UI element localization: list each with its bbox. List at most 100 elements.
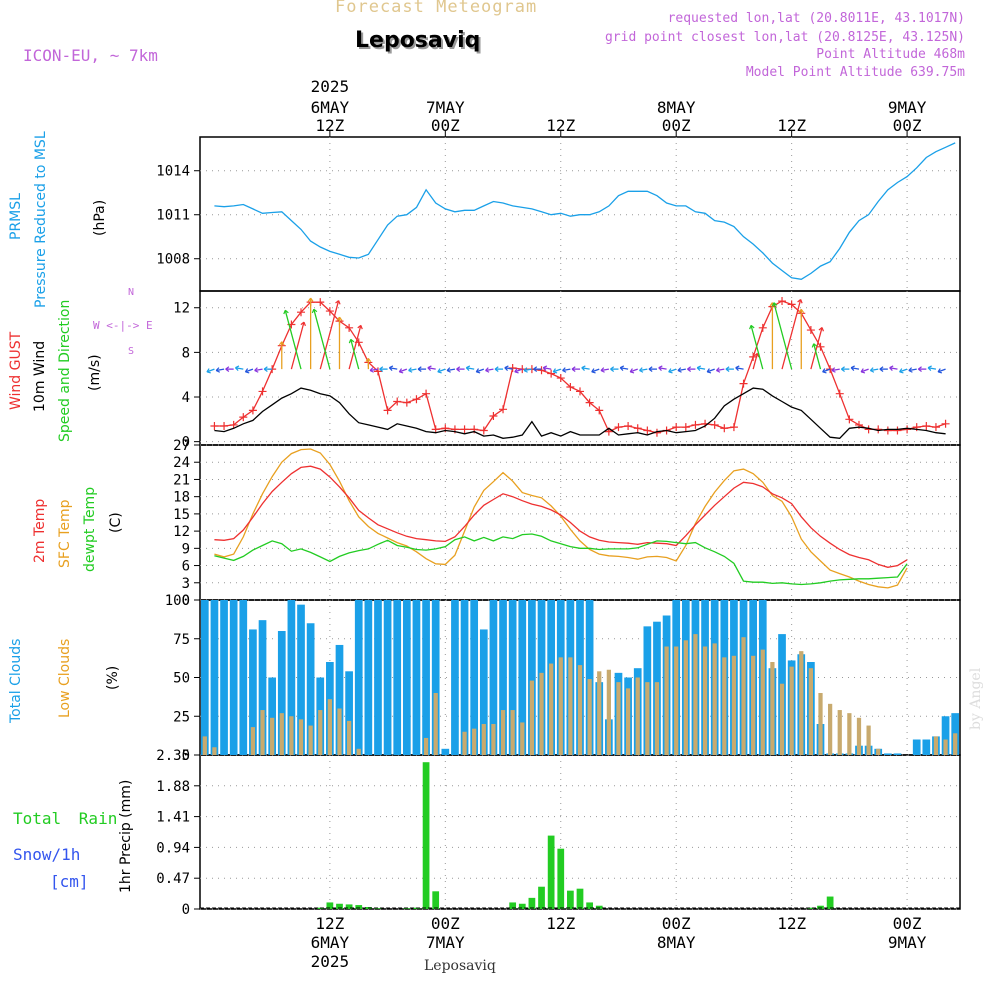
wind-arrow-head (648, 366, 653, 372)
compass-s: S (128, 346, 135, 357)
top-time-label: 6MAY (311, 98, 350, 117)
total-clouds-bar (412, 600, 421, 755)
bottom-time-label: 6MAY (311, 933, 350, 952)
wind-ytick-label: 12 (173, 301, 190, 317)
top-time-label: 12Z (315, 116, 344, 135)
total-clouds-bar (287, 600, 296, 755)
wind-direction-arrow (813, 343, 822, 370)
wind-arrow-head (514, 368, 519, 374)
wind-arrow-head (850, 365, 855, 372)
low-clouds-bar (260, 710, 265, 755)
wind-arrow-head (798, 308, 805, 313)
top-time-label: 12Z (546, 116, 575, 135)
compass-we: W <-|-> E (93, 319, 153, 332)
wind-arrow-head (879, 366, 884, 372)
wind10-line (214, 387, 946, 439)
wind-arrow-head (771, 302, 778, 307)
wind-ytick-label: 8 (182, 345, 190, 361)
gust-marker (239, 413, 248, 422)
gust-marker (922, 422, 931, 431)
wind-arrow-head (735, 365, 740, 372)
gust-marker (499, 405, 508, 414)
low-clouds-bar (722, 657, 727, 755)
wind-direction-arrow (245, 368, 254, 373)
wind-direction-arrow (523, 368, 533, 372)
gust-marker (325, 307, 334, 316)
wind-arrow-head (749, 324, 755, 330)
total-clouds-bar (460, 600, 469, 755)
low-clouds-bar (298, 719, 304, 755)
bottom-time-label: 9MAY (888, 933, 927, 952)
wind-direction-arrow (591, 368, 600, 373)
rain-bar (817, 905, 824, 909)
gust-marker (883, 426, 892, 435)
wind-arrow-head (234, 365, 240, 372)
rain-bar (345, 904, 353, 909)
wind-direction-arrow (810, 327, 823, 370)
wind-arrow-head (696, 365, 702, 372)
wind-ytick-label: 0 (182, 435, 190, 451)
wind-direction-arrow (600, 368, 609, 372)
wind-direction-arrow (677, 368, 686, 372)
temperature-ytick-label: 15 (173, 507, 190, 523)
bottom-time-label: 12Z (315, 914, 344, 933)
total-clouds-bar (277, 631, 286, 755)
low-clouds-bar (577, 665, 583, 755)
wind-arrow-head (475, 368, 481, 374)
bottom-time-label: 12Z (777, 914, 806, 933)
temperature-ytick-label: 0 (182, 593, 190, 609)
point-altitude: Point Altitude 468m (816, 47, 965, 62)
wind-arrow-head (542, 365, 548, 372)
wind-arrow-head (706, 368, 712, 374)
rain-bar (403, 908, 411, 909)
low-clouds-bar (933, 736, 939, 755)
total-clouds-bar (431, 600, 440, 755)
wind-direction-arrow (313, 309, 331, 370)
gust-marker (816, 342, 825, 351)
pressure-ytick-label: 1011 (156, 208, 190, 224)
wind-arrow-head (365, 358, 372, 363)
total-clouds-bar (220, 600, 228, 755)
wind-arrow-head (841, 366, 845, 372)
wind-direction-arrow (389, 367, 398, 370)
low-clouds-bar (847, 713, 852, 755)
low-clouds-bar (587, 679, 592, 755)
model-altitude: Model Point Altitude 639.75m (745, 65, 965, 80)
gust-marker (402, 398, 411, 407)
pressure-frame (199, 136, 961, 292)
location-title: Leposaviq (355, 28, 481, 53)
low-clouds-bar (529, 680, 535, 755)
pressure-ytick-label: 1008 (156, 252, 190, 268)
low-clouds-bar (664, 646, 669, 755)
precip-ytick-label: 1.88 (156, 779, 190, 795)
wind-direction-arrow (697, 367, 706, 370)
wind-direction-arrow (350, 339, 360, 370)
gust-marker (547, 369, 556, 378)
low-clouds-bar (856, 717, 862, 755)
low-clouds-bar (693, 634, 698, 755)
wind-direction-arrow (284, 310, 302, 370)
gust-marker (614, 423, 623, 432)
wind-arrow-head (225, 366, 230, 372)
wind-direction-arrow (476, 368, 485, 373)
gust-marker (758, 323, 767, 332)
gust-marker (845, 415, 854, 424)
total-clouds-bar (364, 600, 373, 755)
wind-direction-arrow (369, 368, 379, 372)
total-clouds-bar (499, 600, 507, 755)
total-clouds-bar (374, 600, 382, 755)
total-clouds-bar (884, 753, 892, 755)
wind-arrow-head (494, 366, 499, 372)
gust-marker (345, 323, 354, 332)
wind-arrow-head (244, 368, 250, 374)
clouds-ytick-label: 0 (182, 748, 190, 764)
wind-arrow-head (437, 368, 442, 374)
wind-ytick-label: 4 (182, 390, 190, 406)
wind-arrow-head (263, 366, 268, 372)
wind-direction-arrow (773, 302, 793, 370)
total-clouds-bar (297, 604, 305, 755)
top-time-label: 00Z (893, 116, 922, 135)
gust-marker (258, 387, 267, 396)
wind-arrow-head (427, 365, 432, 372)
